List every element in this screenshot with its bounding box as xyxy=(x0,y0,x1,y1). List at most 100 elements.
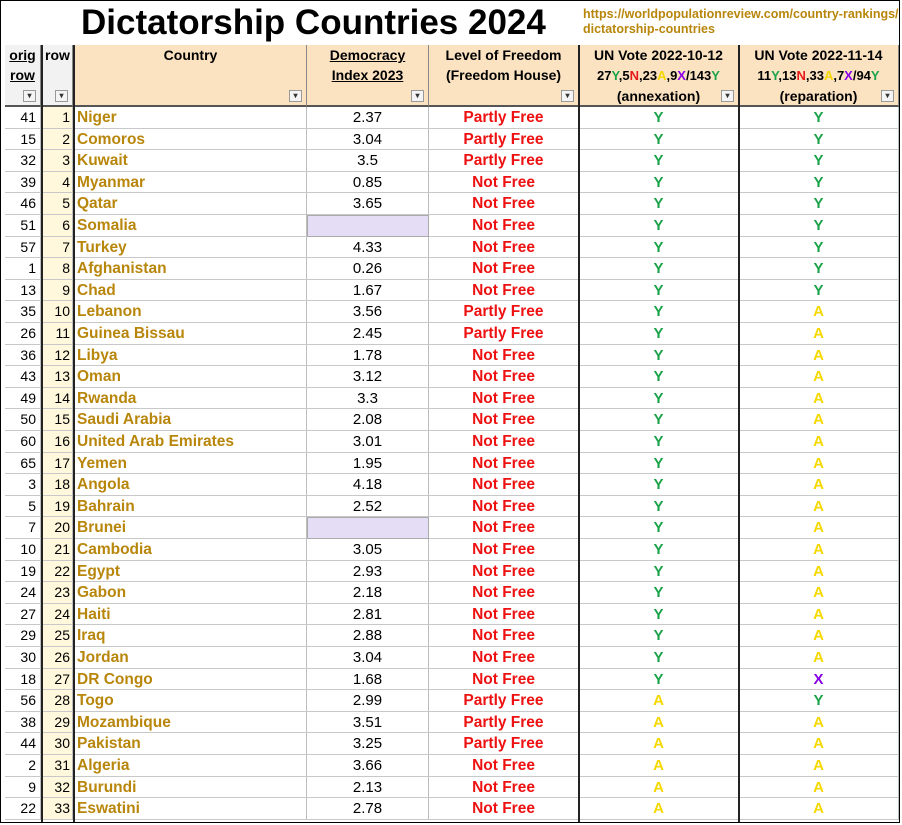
orig-row-cell[interactable]: 57 xyxy=(5,236,41,259)
freedom-level-cell[interactable]: Partly Free xyxy=(429,107,579,129)
orig-row-cell[interactable]: 26 xyxy=(5,323,41,345)
freedom-level-cell[interactable]: Not Free xyxy=(429,668,579,691)
un-vote-annexation-cell[interactable]: Y xyxy=(579,107,739,129)
democracy-index-cell[interactable]: 2.78 xyxy=(307,798,429,820)
orig-row-cell[interactable]: 60 xyxy=(5,431,41,453)
un-vote-reparation-cell[interactable]: A xyxy=(739,323,899,345)
un-vote-annexation-cell[interactable]: A xyxy=(579,733,739,755)
un-vote-annexation-cell[interactable]: Y xyxy=(579,258,739,280)
row-number-cell[interactable]: 17 xyxy=(43,452,73,475)
un-vote-reparation-cell[interactable]: A xyxy=(739,517,899,539)
row-number-cell[interactable]: 11 xyxy=(43,323,73,345)
header-row-number[interactable]: row ▾ xyxy=(43,45,73,107)
freedom-level-cell[interactable]: Not Free xyxy=(429,279,579,302)
un-vote-reparation-cell[interactable]: A xyxy=(739,431,899,453)
row-number-cell[interactable]: 14 xyxy=(43,387,73,410)
country-cell[interactable]: Qatar xyxy=(75,193,307,215)
un-vote-annexation-cell[interactable]: Y xyxy=(579,582,739,604)
orig-row-cell[interactable]: 24 xyxy=(5,582,41,604)
un-vote-reparation-cell[interactable]: A xyxy=(739,452,899,475)
orig-row-cell[interactable]: 5 xyxy=(5,495,41,518)
row-number-cell[interactable]: 22 xyxy=(43,560,73,583)
un-vote-reparation-cell[interactable]: Y xyxy=(739,215,899,237)
freedom-level-cell[interactable]: Not Free xyxy=(429,409,579,431)
freedom-level-cell[interactable]: Not Free xyxy=(429,366,579,388)
freedom-level-cell[interactable]: Partly Free xyxy=(429,733,579,755)
orig-row-cell[interactable]: 49 xyxy=(5,387,41,410)
orig-row-cell[interactable]: 2 xyxy=(5,755,41,777)
orig-row-cell[interactable]: 27 xyxy=(5,603,41,626)
freedom-level-cell[interactable]: Not Free xyxy=(429,474,579,496)
democracy-index-cell[interactable]: 3.12 xyxy=(307,366,429,388)
un-vote-annexation-cell[interactable]: Y xyxy=(579,560,739,583)
un-vote-annexation-cell[interactable]: Y xyxy=(579,301,739,323)
un-vote-annexation-cell[interactable]: Y xyxy=(579,387,739,410)
freedom-level-cell[interactable]: Partly Free xyxy=(429,711,579,734)
democracy-index-cell[interactable]: 2.99 xyxy=(307,690,429,712)
democracy-index-cell[interactable]: 3.51 xyxy=(307,711,429,734)
orig-row-cell[interactable]: 39 xyxy=(5,171,41,194)
country-cell[interactable]: Chad xyxy=(75,279,307,302)
un-vote-reparation-cell[interactable]: A xyxy=(739,711,899,734)
row-number-cell[interactable]: 23 xyxy=(43,582,73,604)
row-number-cell[interactable]: 8 xyxy=(43,258,73,280)
democracy-index-cell[interactable]: 2.13 xyxy=(307,776,429,799)
un-vote-reparation-cell[interactable]: A xyxy=(739,366,899,388)
un-vote-reparation-cell[interactable]: Y xyxy=(739,128,899,151)
row-number-cell[interactable]: 28 xyxy=(43,690,73,712)
orig-row-cell[interactable]: 22 xyxy=(5,798,41,820)
un-vote-annexation-cell[interactable]: Y xyxy=(579,279,739,302)
un-vote-reparation-cell[interactable]: A xyxy=(739,474,899,496)
orig-row-cell[interactable]: 7 xyxy=(5,517,41,539)
un-vote-reparation-cell[interactable]: Y xyxy=(739,150,899,172)
orig-row-cell[interactable]: 13 xyxy=(5,279,41,302)
democracy-index-cell[interactable]: 2.93 xyxy=(307,560,429,583)
un-vote-reparation-cell[interactable]: A xyxy=(739,560,899,583)
un-vote-reparation-cell[interactable]: Y xyxy=(739,107,899,129)
freedom-level-cell[interactable]: Not Free xyxy=(429,495,579,518)
un-vote-reparation-cell[interactable]: A xyxy=(739,301,899,323)
democracy-index-cell[interactable]: 3.05 xyxy=(307,539,429,561)
un-vote-reparation-cell[interactable]: A xyxy=(739,344,899,367)
row-number-cell[interactable]: 2 xyxy=(43,128,73,151)
row-number-cell[interactable]: 19 xyxy=(43,495,73,518)
democracy-index-cell[interactable]: 3.04 xyxy=(307,647,429,669)
orig-row-cell[interactable]: 18 xyxy=(5,668,41,691)
un-vote-reparation-cell[interactable]: A xyxy=(739,733,899,755)
country-cell[interactable]: Mozambique xyxy=(75,711,307,734)
un-vote-annexation-cell[interactable]: Y xyxy=(579,171,739,194)
row-number-cell[interactable]: 15 xyxy=(43,409,73,431)
un-vote-annexation-cell[interactable]: Y xyxy=(579,431,739,453)
sort-filter-icon[interactable]: ▾ xyxy=(561,90,574,102)
filter-dropdown-icon[interactable]: ▾ xyxy=(55,90,68,102)
un-vote-reparation-cell[interactable]: A xyxy=(739,387,899,410)
freedom-level-cell[interactable]: Partly Free xyxy=(429,690,579,712)
row-number-cell[interactable]: 33 xyxy=(43,798,73,820)
orig-row-cell[interactable]: 15 xyxy=(5,128,41,151)
orig-row-cell[interactable]: 1 xyxy=(5,258,41,280)
freedom-level-cell[interactable]: Not Free xyxy=(429,344,579,367)
freedom-level-cell[interactable]: Not Free xyxy=(429,258,579,280)
un-vote-reparation-cell[interactable]: A xyxy=(739,755,899,777)
freedom-level-cell[interactable]: Partly Free xyxy=(429,128,579,151)
country-cell[interactable]: DR Congo xyxy=(75,668,307,691)
orig-row-cell[interactable]: 10 xyxy=(5,539,41,561)
un-vote-annexation-cell[interactable]: Y xyxy=(579,150,739,172)
un-vote-annexation-cell[interactable]: Y xyxy=(579,236,739,259)
democracy-index-cell[interactable]: 3.66 xyxy=(307,755,429,777)
country-cell[interactable]: Gabon xyxy=(75,582,307,604)
country-cell[interactable]: Algeria xyxy=(75,755,307,777)
orig-row-cell[interactable]: 36 xyxy=(5,344,41,367)
orig-row-cell[interactable]: 51 xyxy=(5,215,41,237)
democracy-index-cell[interactable]: 0.26 xyxy=(307,258,429,280)
democracy-index-cell[interactable]: 3.04 xyxy=(307,128,429,151)
democracy-index-cell[interactable]: 2.52 xyxy=(307,495,429,518)
row-number-cell[interactable]: 16 xyxy=(43,431,73,453)
row-number-cell[interactable]: 25 xyxy=(43,625,73,647)
democracy-index-cell[interactable]: 3.65 xyxy=(307,193,429,215)
row-number-cell[interactable]: 20 xyxy=(43,517,73,539)
country-cell[interactable]: Kuwait xyxy=(75,150,307,172)
freedom-level-cell[interactable]: Partly Free xyxy=(429,323,579,345)
un-vote-reparation-cell[interactable]: A xyxy=(739,495,899,518)
country-cell[interactable]: Haiti xyxy=(75,603,307,626)
